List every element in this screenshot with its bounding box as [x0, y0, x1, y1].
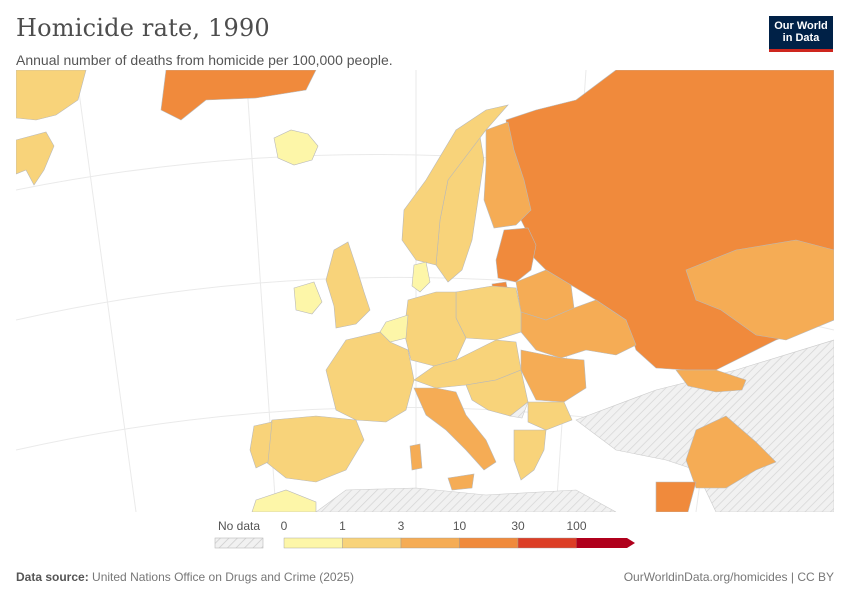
legend-tick-0: 0: [281, 519, 288, 533]
country-finland[interactable]: [483, 121, 532, 229]
owid-logo[interactable]: Our World in Data: [769, 16, 833, 52]
country-germany[interactable]: [403, 291, 467, 367]
country-united-kingdom[interactable]: [325, 241, 371, 329]
chart-title: Homicide rate, 1990: [16, 14, 270, 42]
country-benelux[interactable]: [379, 314, 409, 343]
country-svalbard[interactable]: [160, 70, 317, 121]
country-iraq[interactable]: [685, 415, 777, 489]
legend-bin-4[interactable]: [517, 537, 577, 549]
country-greenland[interactable]: [16, 70, 87, 121]
country-portugal[interactable]: [249, 421, 273, 469]
legend-bin-0[interactable]: [283, 537, 343, 549]
country-balkans[interactable]: [465, 369, 529, 417]
country-denmark[interactable]: [411, 261, 431, 293]
legend-bin-1[interactable]: [342, 537, 402, 549]
country-no-data-north-africa[interactable]: [315, 487, 617, 512]
country-greece[interactable]: [513, 429, 547, 481]
legend-tick-3: 10: [453, 519, 467, 533]
country-norway[interactable]: [401, 104, 509, 266]
country-kazakhstan[interactable]: [685, 239, 834, 341]
logo-line-2: in Data: [782, 32, 820, 44]
country-iceland[interactable]: [273, 129, 319, 166]
legend-no-data-label: No data: [218, 519, 260, 533]
country-georgia-region[interactable]: [675, 369, 747, 393]
country-greenland-east[interactable]: [16, 131, 55, 186]
legend-bin-3[interactable]: [459, 537, 519, 549]
data-source-text[interactable]: United Nations Office on Drugs and Crime…: [92, 570, 354, 584]
legend-bins: 0 1 3 10 30 100: [281, 519, 636, 549]
country-ukraine[interactable]: [520, 299, 637, 359]
country-italy[interactable]: [413, 387, 497, 471]
legend-bin-2[interactable]: [400, 537, 460, 549]
country-sardinia[interactable]: [409, 443, 423, 471]
map-legend: No data 0 1 3 10 30 100: [210, 514, 650, 554]
country-romania[interactable]: [520, 349, 587, 403]
data-source-label: Data source:: [16, 570, 89, 584]
chart-subtitle: Annual number of deaths from homicide pe…: [16, 52, 393, 68]
legend-tick-2: 3: [398, 519, 405, 533]
data-source: Data source: United Nations Office on Dr…: [16, 570, 354, 584]
country-sicily[interactable]: [447, 473, 475, 491]
country-middle-east-east[interactable]: [655, 481, 697, 512]
country-poland[interactable]: [455, 285, 522, 341]
country-bulgaria[interactable]: [527, 401, 573, 431]
country-baltics[interactable]: [495, 227, 537, 283]
legend-tick-1: 1: [339, 519, 346, 533]
footer-link[interactable]: OurWorldinData.org/homicides | CC BY: [623, 570, 834, 584]
country-france[interactable]: [325, 331, 415, 423]
legend-no-data-swatch[interactable]: [214, 537, 264, 549]
logo-line-1: Our World: [774, 20, 828, 32]
country-morocco[interactable]: [251, 489, 317, 512]
legend-tick-5: 100: [566, 519, 586, 533]
legend-bin-5[interactable]: [576, 538, 636, 548]
legend-tick-4: 30: [511, 519, 525, 533]
choropleth-map[interactable]: [16, 70, 834, 512]
country-ireland[interactable]: [293, 281, 323, 315]
